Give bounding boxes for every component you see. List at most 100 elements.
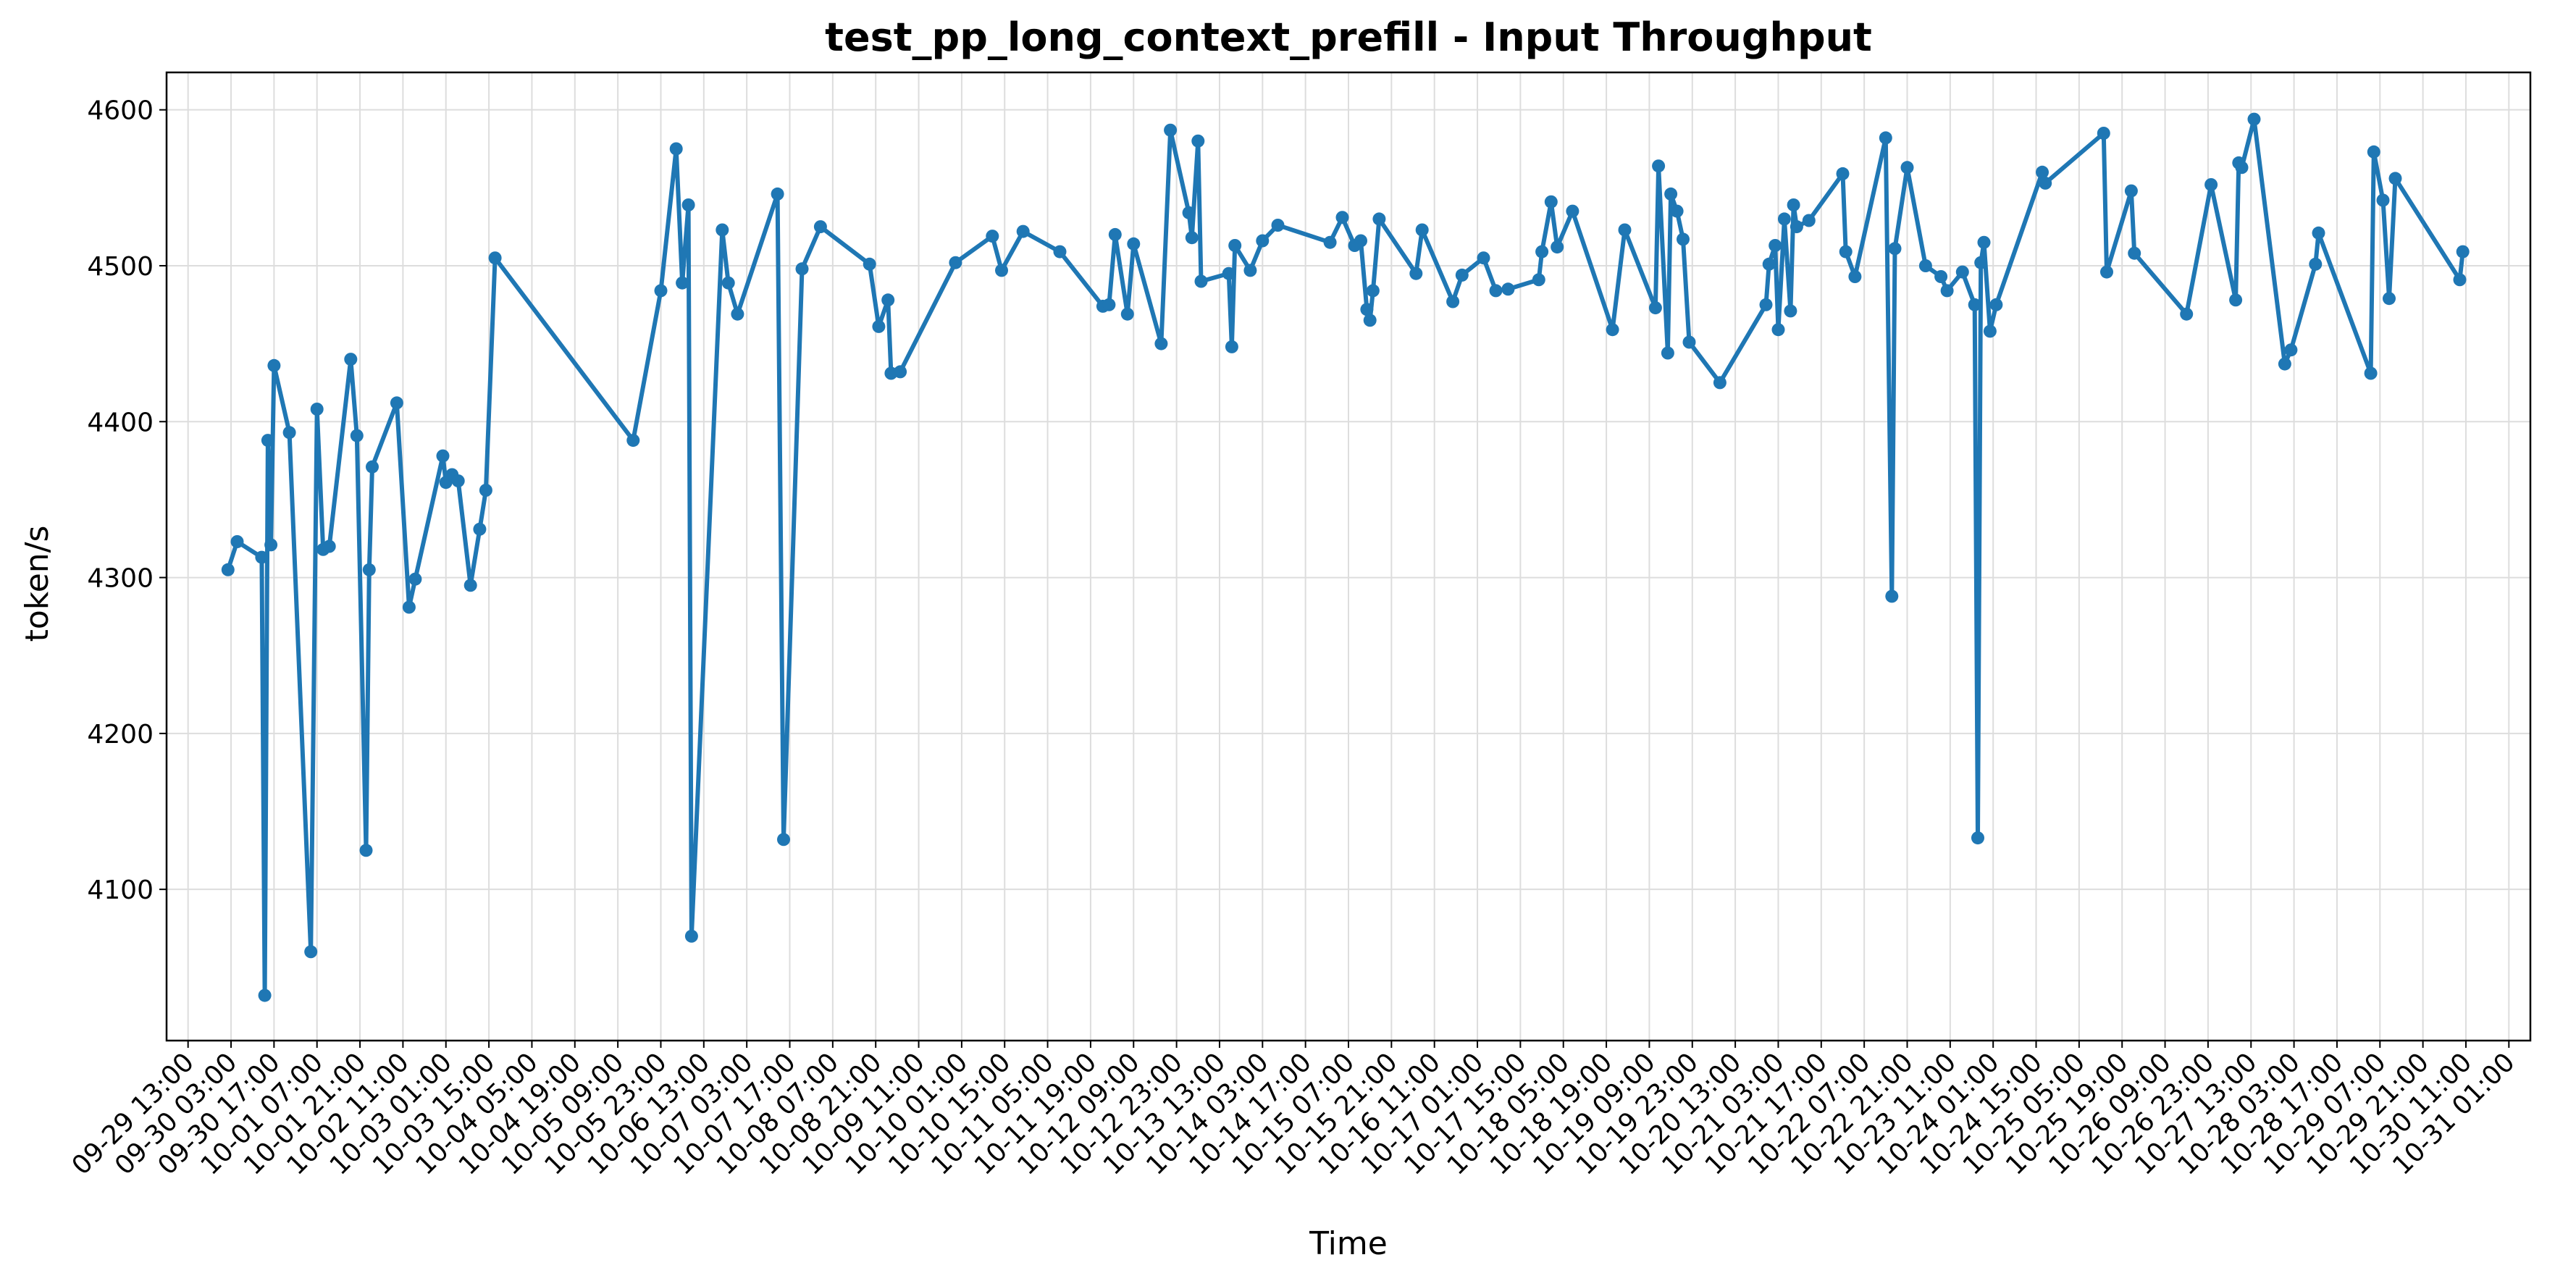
data-point	[771, 187, 784, 201]
data-point	[1535, 245, 1549, 259]
data-point	[2388, 172, 2402, 185]
data-point	[1977, 235, 1991, 249]
data-point	[1670, 204, 1684, 218]
data-point	[1918, 259, 1932, 272]
data-point	[1769, 239, 1782, 252]
data-point	[258, 988, 272, 1002]
data-point	[436, 449, 450, 463]
data-point	[863, 257, 876, 271]
data-point	[1366, 284, 1380, 298]
y-tick-label: 4100	[87, 875, 154, 905]
data-point	[408, 572, 422, 586]
data-point	[1228, 239, 1242, 252]
data-point	[261, 434, 274, 448]
data-point	[2204, 178, 2218, 191]
data-point	[995, 264, 1008, 277]
data-point	[1759, 298, 1773, 311]
data-point	[2180, 307, 2194, 321]
data-point	[350, 429, 364, 442]
y-tick-label: 4400	[87, 408, 154, 437]
data-point	[463, 579, 477, 592]
points-layer	[221, 112, 2470, 1002]
data-point	[402, 600, 416, 614]
data-point	[1127, 237, 1141, 251]
data-point	[1661, 346, 1674, 360]
data-point	[626, 434, 640, 448]
data-point	[1648, 301, 1662, 315]
y-tick-label: 4200	[87, 720, 154, 749]
data-point	[1989, 298, 2003, 311]
data-point	[2247, 112, 2261, 126]
data-point	[2235, 161, 2249, 175]
data-point	[1771, 323, 1785, 337]
data-point	[1566, 204, 1579, 218]
data-point	[1879, 131, 1892, 145]
data-point	[230, 535, 244, 548]
data-point	[1934, 270, 1948, 283]
grid-lines	[167, 72, 2530, 1041]
data-point	[267, 358, 281, 372]
data-point	[221, 563, 235, 576]
data-point	[1271, 219, 1285, 232]
data-point	[1848, 270, 1862, 283]
data-point	[362, 563, 376, 576]
data-point	[1885, 589, 1899, 603]
data-point	[1777, 212, 1791, 226]
data-point	[721, 276, 735, 290]
data-point	[1016, 224, 1030, 238]
data-point	[2383, 292, 2396, 306]
data-point	[872, 319, 886, 333]
data-point	[2309, 257, 2323, 271]
data-point	[795, 262, 809, 276]
data-point	[1652, 159, 1666, 173]
data-point	[1363, 314, 1377, 327]
data-point	[473, 522, 487, 536]
data-point	[1053, 245, 1067, 259]
data-point	[2036, 165, 2049, 179]
data-point	[2376, 193, 2390, 207]
y-axis-label: token/s	[19, 526, 56, 642]
data-point	[1974, 256, 1988, 269]
data-point	[1154, 337, 1168, 350]
data-point	[1185, 231, 1199, 245]
data-point	[255, 550, 269, 564]
data-point	[2456, 245, 2470, 259]
data-point	[451, 474, 465, 488]
data-point	[1501, 282, 1515, 296]
data-point	[1784, 304, 1797, 318]
data-point	[1713, 376, 1727, 390]
data-point	[684, 929, 698, 943]
data-point	[1243, 264, 1257, 277]
data-point	[2229, 293, 2243, 307]
data-point	[654, 284, 668, 298]
data-point	[1802, 214, 1816, 227]
data-point	[813, 220, 827, 234]
data-point	[1256, 234, 1270, 248]
data-point	[264, 538, 278, 552]
data-point	[1225, 340, 1238, 353]
data-point	[1194, 274, 1208, 288]
data-point	[894, 365, 907, 379]
data-point	[1971, 831, 1984, 845]
data-point	[2312, 226, 2325, 240]
data-point	[986, 230, 999, 243]
data-point	[881, 293, 895, 307]
data-point	[310, 403, 324, 416]
data-point	[1335, 211, 1349, 224]
data-point	[1455, 268, 1469, 282]
data-point	[2128, 246, 2141, 260]
data-point	[1787, 198, 1800, 211]
data-point	[2453, 273, 2467, 287]
data-point	[777, 833, 790, 847]
y-tick-label: 4300	[87, 564, 154, 594]
data-point	[488, 251, 502, 265]
data-point	[1955, 265, 1969, 279]
data-point	[1102, 298, 1116, 311]
y-tick-label: 4600	[87, 96, 154, 126]
data-point	[2364, 366, 2378, 380]
data-point	[1108, 227, 1122, 241]
data-point	[1222, 266, 1235, 280]
data-point	[2097, 127, 2110, 140]
